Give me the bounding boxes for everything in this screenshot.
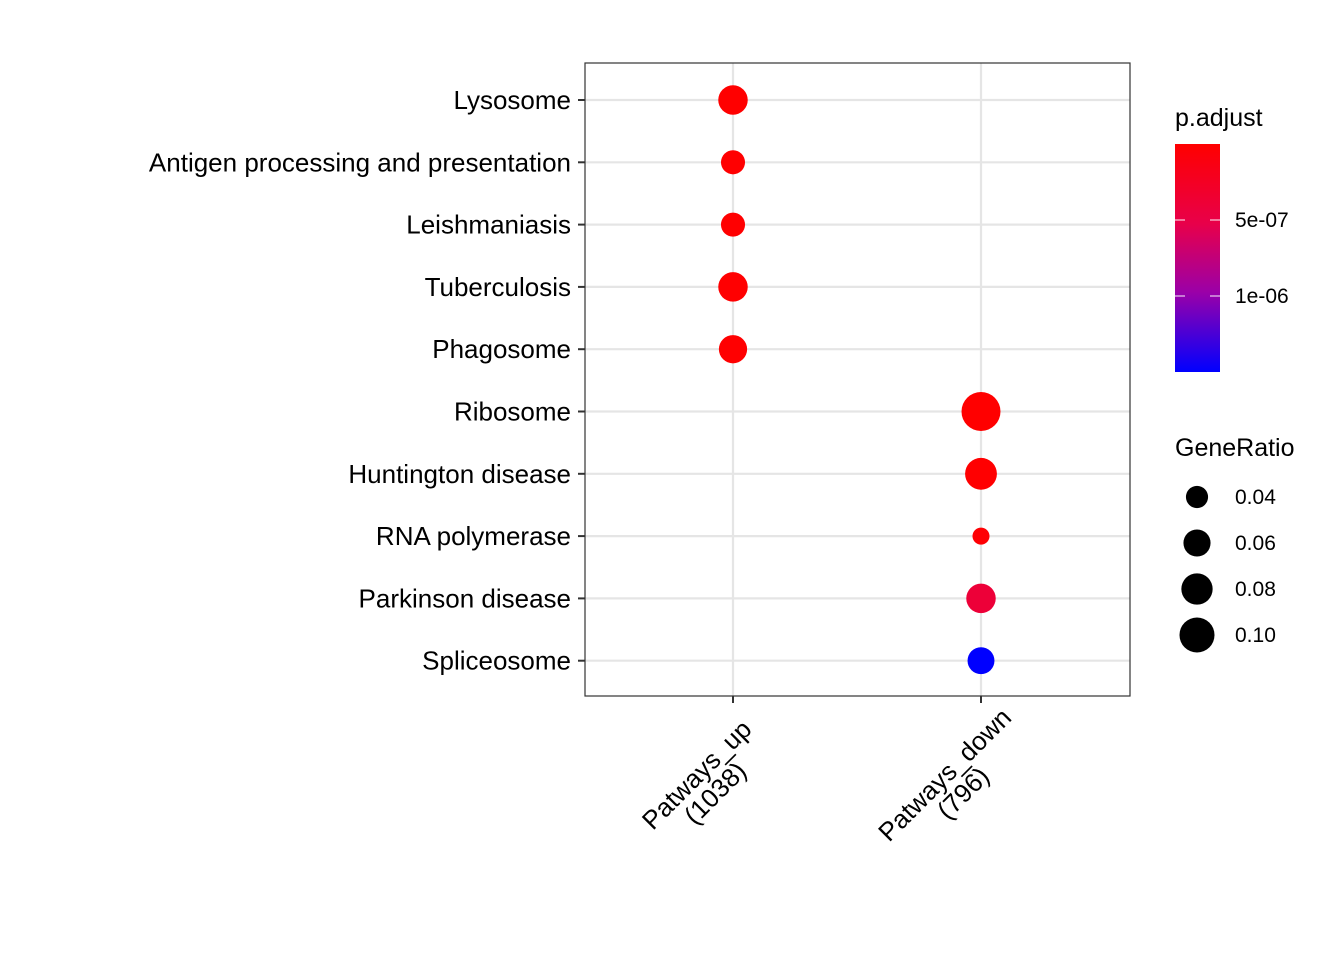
y-tick-label: RNA polymerase (376, 521, 571, 551)
size-legend-dot (1183, 529, 1211, 557)
data-point (967, 647, 995, 675)
y-tick-label: Phagosome (432, 334, 571, 364)
x-axis: Patways_up(1038) Patways_down(796) (636, 696, 1035, 865)
size-legend-dot (1181, 573, 1213, 605)
color-legend-title: p.adjust (1175, 104, 1263, 132)
color-legend-label: 1e-06 (1235, 285, 1289, 308)
y-tick-label: Ribosome (454, 397, 571, 427)
size-legend-title: GeneRatio (1175, 434, 1295, 462)
data-point (961, 392, 1001, 431)
data-point (972, 527, 990, 545)
size-legend-label: 0.08 (1235, 578, 1276, 601)
data-point (965, 457, 997, 490)
color-bar (1175, 144, 1220, 372)
y-tick-label: Leishmaniasis (406, 210, 571, 240)
color-legend-label: 5e-07 (1235, 209, 1289, 232)
y-tick-label: Huntington disease (348, 459, 571, 489)
y-tick-label: Parkinson disease (359, 583, 571, 613)
data-point (718, 335, 748, 364)
y-tick-label: Tuberculosis (425, 272, 571, 302)
data-point (720, 212, 746, 237)
y-tick-label: Antigen processing and presentation (149, 147, 571, 177)
size-legend-label: 0.10 (1235, 624, 1276, 647)
size-legend-dot (1179, 617, 1215, 653)
plot-panel-background (585, 63, 1130, 696)
size-legend: GeneRatio 0.04 0.06 0.08 0.10 (1175, 434, 1295, 653)
data-point (720, 150, 746, 175)
size-legend-label: 0.04 (1235, 486, 1276, 509)
x-tick-label: Patways_up(1038) (636, 714, 776, 854)
y-axis: Lysosome Antigen processing and presentat… (149, 85, 585, 676)
x-tick-label: Patways_down(796) (872, 702, 1035, 865)
data-point (718, 272, 748, 302)
y-tick-label: Lysosome (453, 85, 571, 115)
color-legend: p.adjust 5e-07 1e-06 (1175, 104, 1289, 372)
data-point (718, 85, 748, 115)
data-points (718, 85, 1001, 675)
size-legend-label: 0.06 (1235, 532, 1276, 555)
data-point (966, 583, 996, 614)
y-tick-label: Spliceosome (422, 646, 571, 676)
size-legend-dot (1185, 485, 1209, 509)
plot-panel-border (584, 62, 1131, 697)
